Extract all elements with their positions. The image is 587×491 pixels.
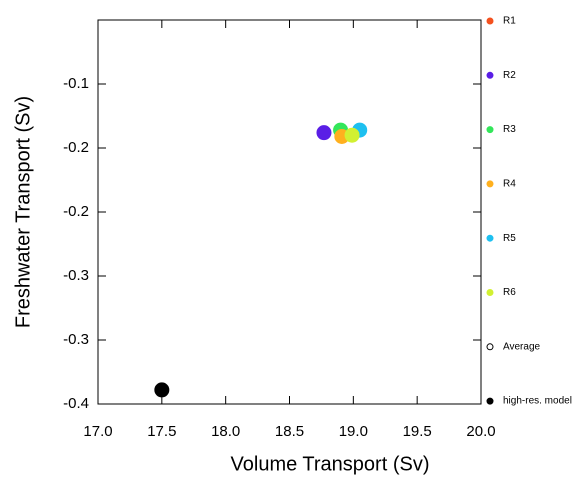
point bbox=[344, 127, 360, 143]
x-tick-label: 18.5 bbox=[275, 423, 304, 440]
plot-frame bbox=[97, 19, 482, 405]
x-tick-label: 18.0 bbox=[211, 423, 240, 440]
y-tick-label: -0.2 bbox=[63, 139, 89, 156]
legend-marker bbox=[486, 71, 494, 79]
point bbox=[316, 125, 332, 141]
x-tick-label: 19.0 bbox=[339, 423, 368, 440]
legend-label: Average bbox=[503, 341, 541, 352]
legend-marker bbox=[486, 126, 494, 134]
x-tick-label: 17.5 bbox=[147, 423, 176, 440]
legend-label: R2 bbox=[503, 70, 516, 81]
legend-label: R5 bbox=[503, 233, 516, 244]
y-tick-label: -0.3 bbox=[63, 331, 89, 348]
legend-label: R3 bbox=[503, 124, 516, 135]
y-tick-label: -0.3 bbox=[63, 267, 89, 284]
x-axis-label: Volume Transport (Sv) bbox=[231, 453, 430, 475]
legend-marker bbox=[486, 397, 494, 405]
x-tick-label: 20.0 bbox=[466, 423, 495, 440]
legend-label: R4 bbox=[503, 179, 516, 190]
legend-marker bbox=[486, 234, 494, 242]
point bbox=[154, 382, 170, 398]
legend-marker bbox=[486, 17, 494, 25]
legend-marker bbox=[486, 289, 494, 296]
x-tick-label: 17.0 bbox=[83, 423, 112, 440]
y-tick-label: -0.4 bbox=[63, 395, 89, 412]
legend-marker bbox=[486, 343, 494, 351]
y-tick-label: -0.2 bbox=[63, 203, 89, 220]
legend-label: R6 bbox=[503, 287, 516, 298]
x-tick-label: 19.5 bbox=[403, 423, 432, 440]
legend-marker bbox=[486, 180, 494, 188]
y-axis-label: Freshwater Transport (Sv) bbox=[12, 96, 34, 328]
legend-label: R1 bbox=[503, 16, 516, 27]
y-tick-label: -0.1 bbox=[63, 75, 89, 92]
legend-label: high-res. model bbox=[503, 396, 572, 407]
